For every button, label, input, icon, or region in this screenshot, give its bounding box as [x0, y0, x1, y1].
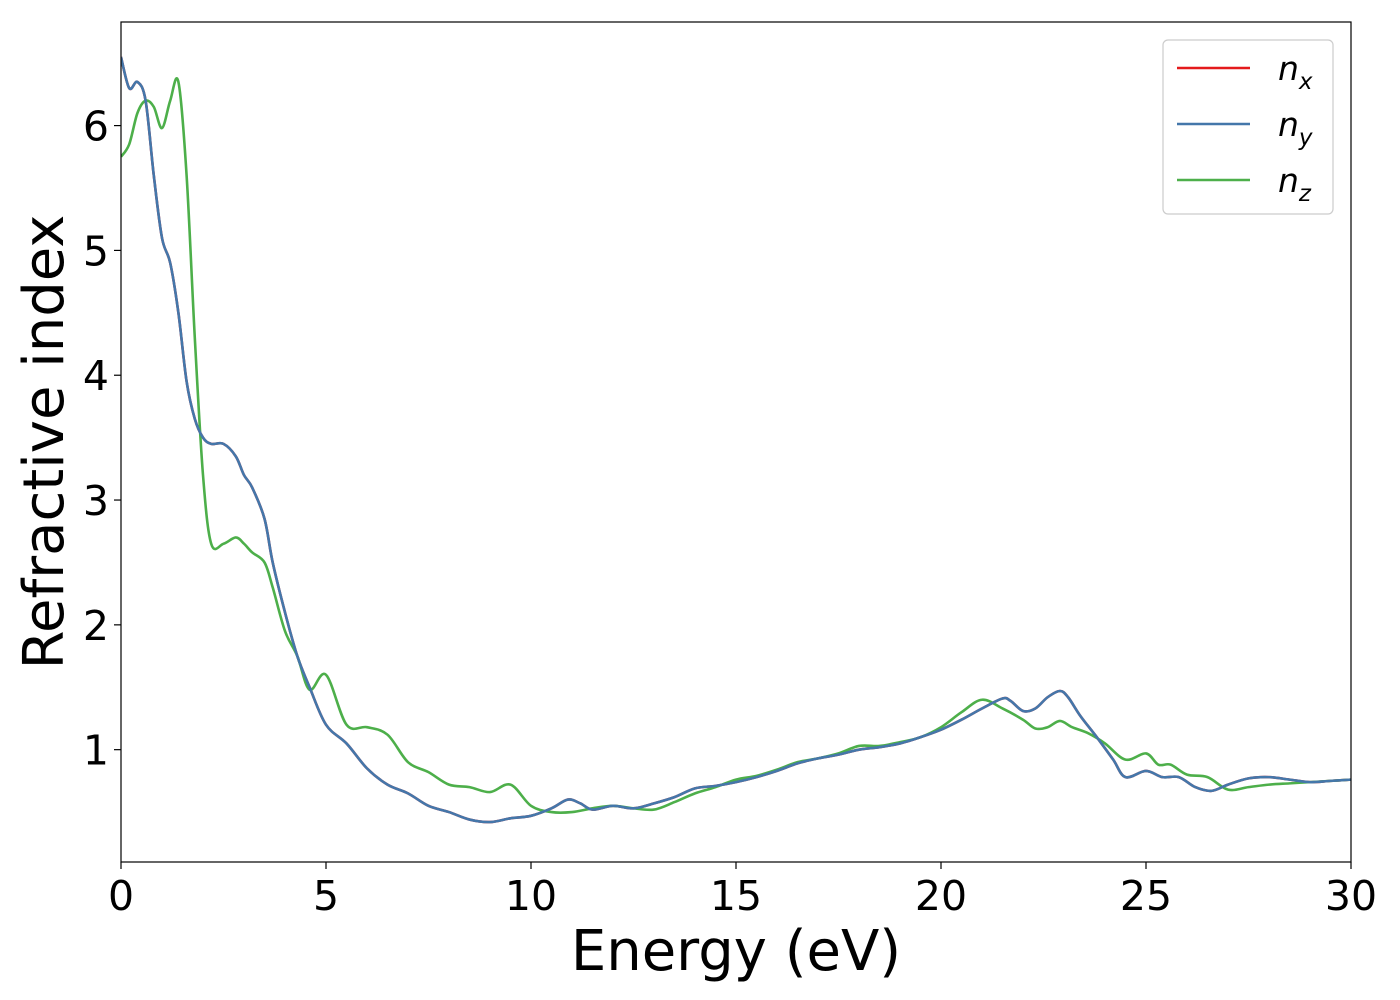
- x-tick-label: 20: [915, 872, 967, 920]
- x-tick-label: 0: [108, 872, 134, 920]
- x-tick-label: 10: [505, 872, 557, 920]
- y-tick-label: 4: [83, 352, 109, 400]
- y-tick-label: 3: [83, 477, 109, 525]
- x-tick-label: 25: [1120, 872, 1172, 920]
- legend-label-nz: nz: [1278, 161, 1312, 207]
- y-axis: 1 2 3 4 5 6: [83, 103, 121, 775]
- y-tick-label: 1: [83, 727, 109, 775]
- x-tick-label: 15: [710, 872, 762, 920]
- series-layer: [121, 56, 1351, 824]
- y-tick-label: 5: [83, 227, 109, 275]
- x-tick-label: 30: [1325, 872, 1377, 920]
- x-tick-label: 5: [313, 872, 339, 920]
- legend: nx ny nz: [1162, 39, 1334, 215]
- y-tick-label: 2: [83, 602, 109, 650]
- x-axis: 0 5 10 15 20 25 30: [108, 862, 1377, 920]
- legend-label-nx: nx: [1278, 49, 1313, 95]
- legend-label-ny: ny: [1278, 105, 1313, 151]
- y-tick-label: 6: [83, 103, 109, 151]
- series-line-nz: [121, 77, 1351, 814]
- y-axis-label: Refractive index: [12, 215, 77, 670]
- legend-box: [1162, 39, 1334, 215]
- series-line-ny: [121, 56, 1351, 824]
- x-axis-label: Energy (eV): [571, 919, 901, 984]
